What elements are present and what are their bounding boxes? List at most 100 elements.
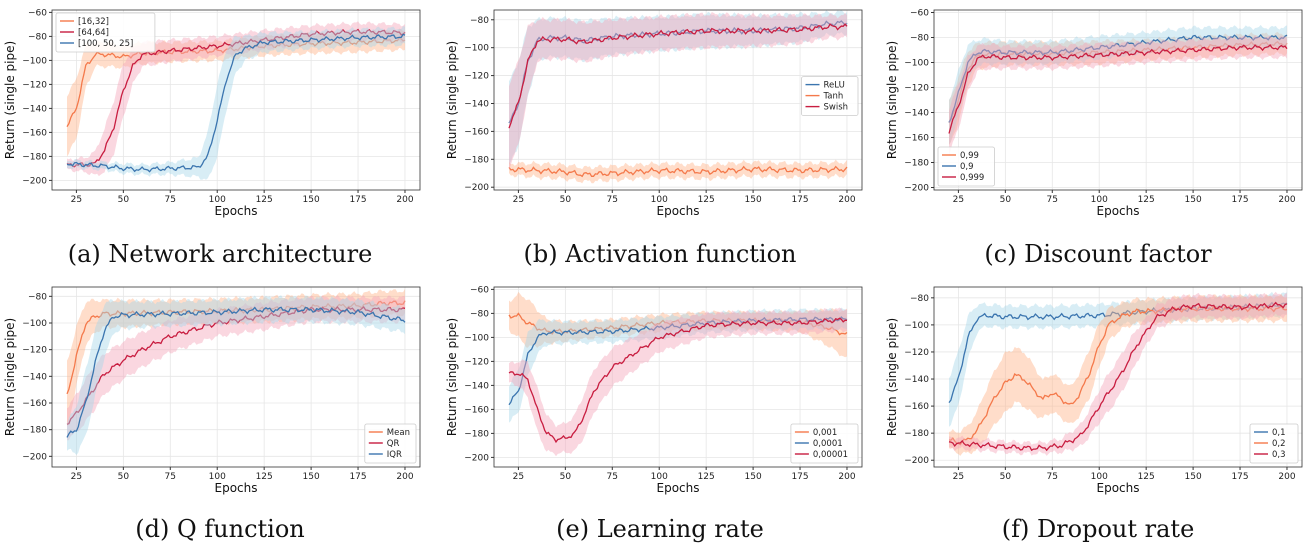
series-line-2: [948, 301, 1288, 452]
series-line-2: [66, 33, 406, 173]
chart-panel-2: 25 50 75 100 125 150 175 200 −200 −180 −160 −140 −12…: [885, 9, 1303, 218]
legend-label: 0,2: [1272, 439, 1286, 449]
legend-label: Swish: [824, 103, 849, 113]
x-tick-label: 25: [513, 472, 524, 482]
legend-box: [364, 423, 417, 464]
legend-label: 0,3: [1272, 450, 1286, 460]
series-line-1: [508, 165, 848, 178]
y-tick-label: −180: [464, 155, 489, 165]
x-tick-label: 125: [698, 472, 715, 482]
x-tick-label: 100: [209, 195, 226, 205]
x-tick-label: 125: [256, 195, 273, 205]
caption-c: (c) Discount factor: [984, 240, 1212, 268]
legend-label: 0,1: [1272, 428, 1286, 438]
y-tick-label: −160: [22, 399, 47, 409]
x-tick-label: 200: [396, 195, 413, 205]
y-tick-label: −160: [464, 405, 489, 415]
series-line-2: [508, 23, 848, 129]
series-band-0: [949, 291, 1287, 427]
x-tick-label: 200: [838, 195, 855, 205]
x-tick-label: 100: [1091, 195, 1108, 205]
y-tick-label: −160: [904, 402, 929, 412]
series-band-2: [949, 291, 1287, 456]
series-band-2: [509, 12, 847, 171]
legend-label: 0,001: [813, 428, 837, 438]
series-line-1: [66, 305, 406, 425]
series-band-2: [67, 295, 405, 456]
legend-label: 0,0001: [813, 439, 843, 449]
chart-panel-1: 25 50 75 100 125 150 175 200 −200 −180 −160 −140 −12…: [445, 9, 863, 218]
x-tick-label: 175: [1231, 472, 1248, 482]
x-tick-label: 100: [209, 472, 226, 482]
y-tick-label: −180: [464, 429, 489, 439]
axes-frame: [493, 9, 863, 191]
chart-panel-3: 25 50 75 100 125 150 175 200 −200 −180 −160 −140 −12…: [3, 286, 421, 495]
series-band-0: [67, 288, 405, 428]
y-tick-label: −200: [464, 453, 489, 463]
legend-label: [16,32]: [78, 17, 109, 27]
x-tick-label: 175: [349, 472, 366, 482]
legend-box: [55, 12, 156, 53]
legend-label: IQR: [387, 450, 402, 460]
x-axis-label: Epochs: [657, 204, 700, 218]
y-tick-label: −100: [464, 44, 489, 54]
y-tick-label: −100: [22, 56, 47, 66]
y-tick-label: −100: [22, 319, 47, 329]
y-tick-label: −160: [22, 128, 47, 138]
y-tick-label: −180: [904, 159, 929, 169]
caption-a: (a) Network architecture: [67, 240, 373, 268]
y-tick-label: −120: [22, 80, 47, 90]
x-tick-label: 125: [1138, 195, 1155, 205]
y-tick-label: −60: [28, 8, 47, 18]
series-line-0: [948, 301, 1288, 403]
x-tick-label: 150: [1185, 195, 1202, 205]
x-tick-label: 50: [118, 195, 130, 205]
series-band-2: [949, 35, 1287, 156]
y-axis-label: Return (single pipe): [445, 41, 459, 159]
y-tick-label: −80: [28, 292, 47, 302]
series-band-0: [67, 28, 405, 157]
y-tick-label: −120: [904, 84, 929, 94]
y-tick-label: −80: [28, 32, 47, 42]
y-tick-label: −140: [22, 372, 47, 382]
legend: [16,32][64,64][100, 50, 25]: [55, 12, 156, 53]
y-tick-label: −140: [904, 375, 929, 385]
x-axis-label: Epochs: [1097, 481, 1140, 495]
y-tick-label: −60: [910, 9, 929, 19]
legend-label: 0,00001: [813, 450, 848, 460]
axes-frame: [933, 9, 1303, 191]
series-line-0: [948, 40, 1288, 123]
y-tick-label: −120: [464, 357, 489, 367]
y-tick-label: −100: [464, 333, 489, 343]
x-axis-label: Epochs: [215, 204, 258, 218]
x-axis-label: Epochs: [1097, 204, 1140, 218]
series-line-2: [66, 306, 406, 438]
x-tick-label: 50: [1000, 195, 1012, 205]
x-tick-label: 100: [651, 472, 668, 482]
x-tick-label: 75: [1047, 472, 1058, 482]
y-tick-label: −200: [904, 456, 929, 466]
y-axis-label: Return (single pipe): [3, 318, 17, 436]
y-tick-label: −180: [22, 152, 47, 162]
legend-label: 0,999: [960, 173, 984, 183]
y-tick-label: −60: [470, 285, 489, 295]
legend-label: [64,64]: [78, 28, 109, 38]
x-tick-label: 50: [1000, 472, 1012, 482]
series-line-1: [508, 316, 848, 406]
x-tick-label: 175: [1231, 195, 1248, 205]
legend-box: [937, 146, 995, 187]
series-line-1: [948, 305, 1288, 446]
x-tick-label: 125: [698, 195, 715, 205]
x-tick-label: 200: [1278, 195, 1295, 205]
y-tick-label: −80: [910, 294, 929, 304]
x-tick-label: 150: [303, 195, 320, 205]
axes-frame: [51, 286, 421, 468]
series-band-0: [509, 291, 847, 358]
legend: 0,990,90,999: [937, 146, 995, 187]
y-tick-label: −200: [904, 184, 929, 194]
x-tick-label: 25: [953, 472, 964, 482]
legend-label: 0,99: [960, 151, 979, 161]
axes-frame: [933, 286, 1303, 468]
series-band-1: [67, 21, 405, 177]
